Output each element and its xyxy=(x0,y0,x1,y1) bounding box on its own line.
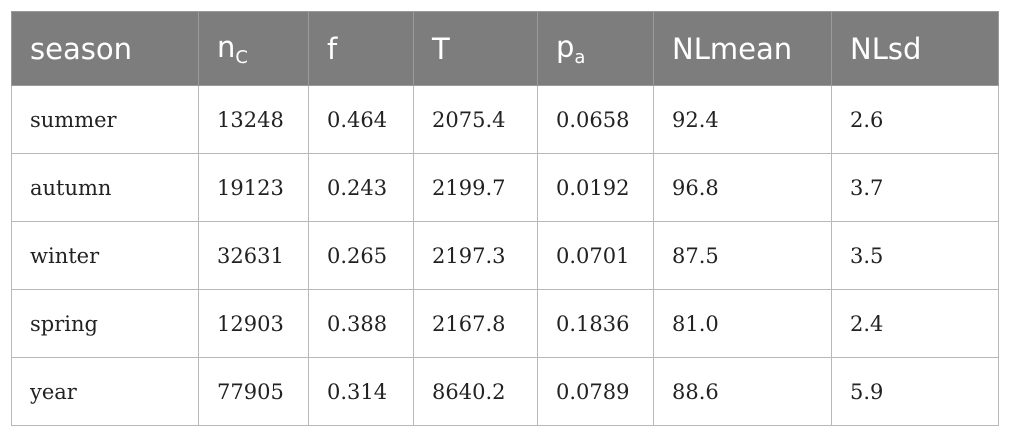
cell-f: 0.314 xyxy=(308,357,414,426)
cell-t: 2199.7 xyxy=(413,153,538,222)
cell-t: 2197.3 xyxy=(413,221,538,290)
cell-season: year xyxy=(11,357,199,426)
cell-nlsd: 5.9 xyxy=(831,357,999,426)
season-stats-table: season nC f T pa NLmean NLsd summer 1324… xyxy=(11,11,999,426)
header-season: season xyxy=(11,11,199,86)
cell-nc: 13248 xyxy=(198,85,309,154)
header-pa: pa xyxy=(537,11,654,86)
table-row: autumn 19123 0.243 2199.7 0.0192 96.8 3.… xyxy=(11,153,999,222)
cell-nc: 77905 xyxy=(198,357,309,426)
cell-season: spring xyxy=(11,289,199,358)
cell-season: autumn xyxy=(11,153,199,222)
header-nlmean: NLmean xyxy=(653,11,832,86)
cell-nlsd: 3.5 xyxy=(831,221,999,290)
cell-f: 0.464 xyxy=(308,85,414,154)
cell-nlsd: 3.7 xyxy=(831,153,999,222)
header-nlsd: NLsd xyxy=(831,11,999,86)
cell-pa: 0.0789 xyxy=(537,357,654,426)
cell-nlsd: 2.6 xyxy=(831,85,999,154)
cell-nlmean: 87.5 xyxy=(653,221,832,290)
cell-nc: 12903 xyxy=(198,289,309,358)
cell-pa: 0.0192 xyxy=(537,153,654,222)
cell-t: 8640.2 xyxy=(413,357,538,426)
header-nc: nC xyxy=(198,11,309,86)
header-row: season nC f T pa NLmean NLsd xyxy=(11,11,999,86)
table-row: winter 32631 0.265 2197.3 0.0701 87.5 3.… xyxy=(11,221,999,290)
header-f: f xyxy=(308,11,414,86)
cell-t: 2075.4 xyxy=(413,85,538,154)
table-row: spring 12903 0.388 2167.8 0.1836 81.0 2.… xyxy=(11,289,999,358)
cell-f: 0.265 xyxy=(308,221,414,290)
table-row: year 77905 0.314 8640.2 0.0789 88.6 5.9 xyxy=(11,357,999,426)
cell-nc: 19123 xyxy=(198,153,309,222)
cell-season: winter xyxy=(11,221,199,290)
cell-nc: 32631 xyxy=(198,221,309,290)
cell-f: 0.388 xyxy=(308,289,414,358)
cell-pa: 0.0658 xyxy=(537,85,654,154)
table-row: summer 13248 0.464 2075.4 0.0658 92.4 2.… xyxy=(11,85,999,154)
cell-nlmean: 92.4 xyxy=(653,85,832,154)
cell-pa: 0.1836 xyxy=(537,289,654,358)
cell-season: summer xyxy=(11,85,199,154)
header-t: T xyxy=(413,11,538,86)
cell-t: 2167.8 xyxy=(413,289,538,358)
cell-nlmean: 88.6 xyxy=(653,357,832,426)
cell-pa: 0.0701 xyxy=(537,221,654,290)
cell-nlsd: 2.4 xyxy=(831,289,999,358)
cell-nlmean: 81.0 xyxy=(653,289,832,358)
cell-nlmean: 96.8 xyxy=(653,153,832,222)
cell-f: 0.243 xyxy=(308,153,414,222)
